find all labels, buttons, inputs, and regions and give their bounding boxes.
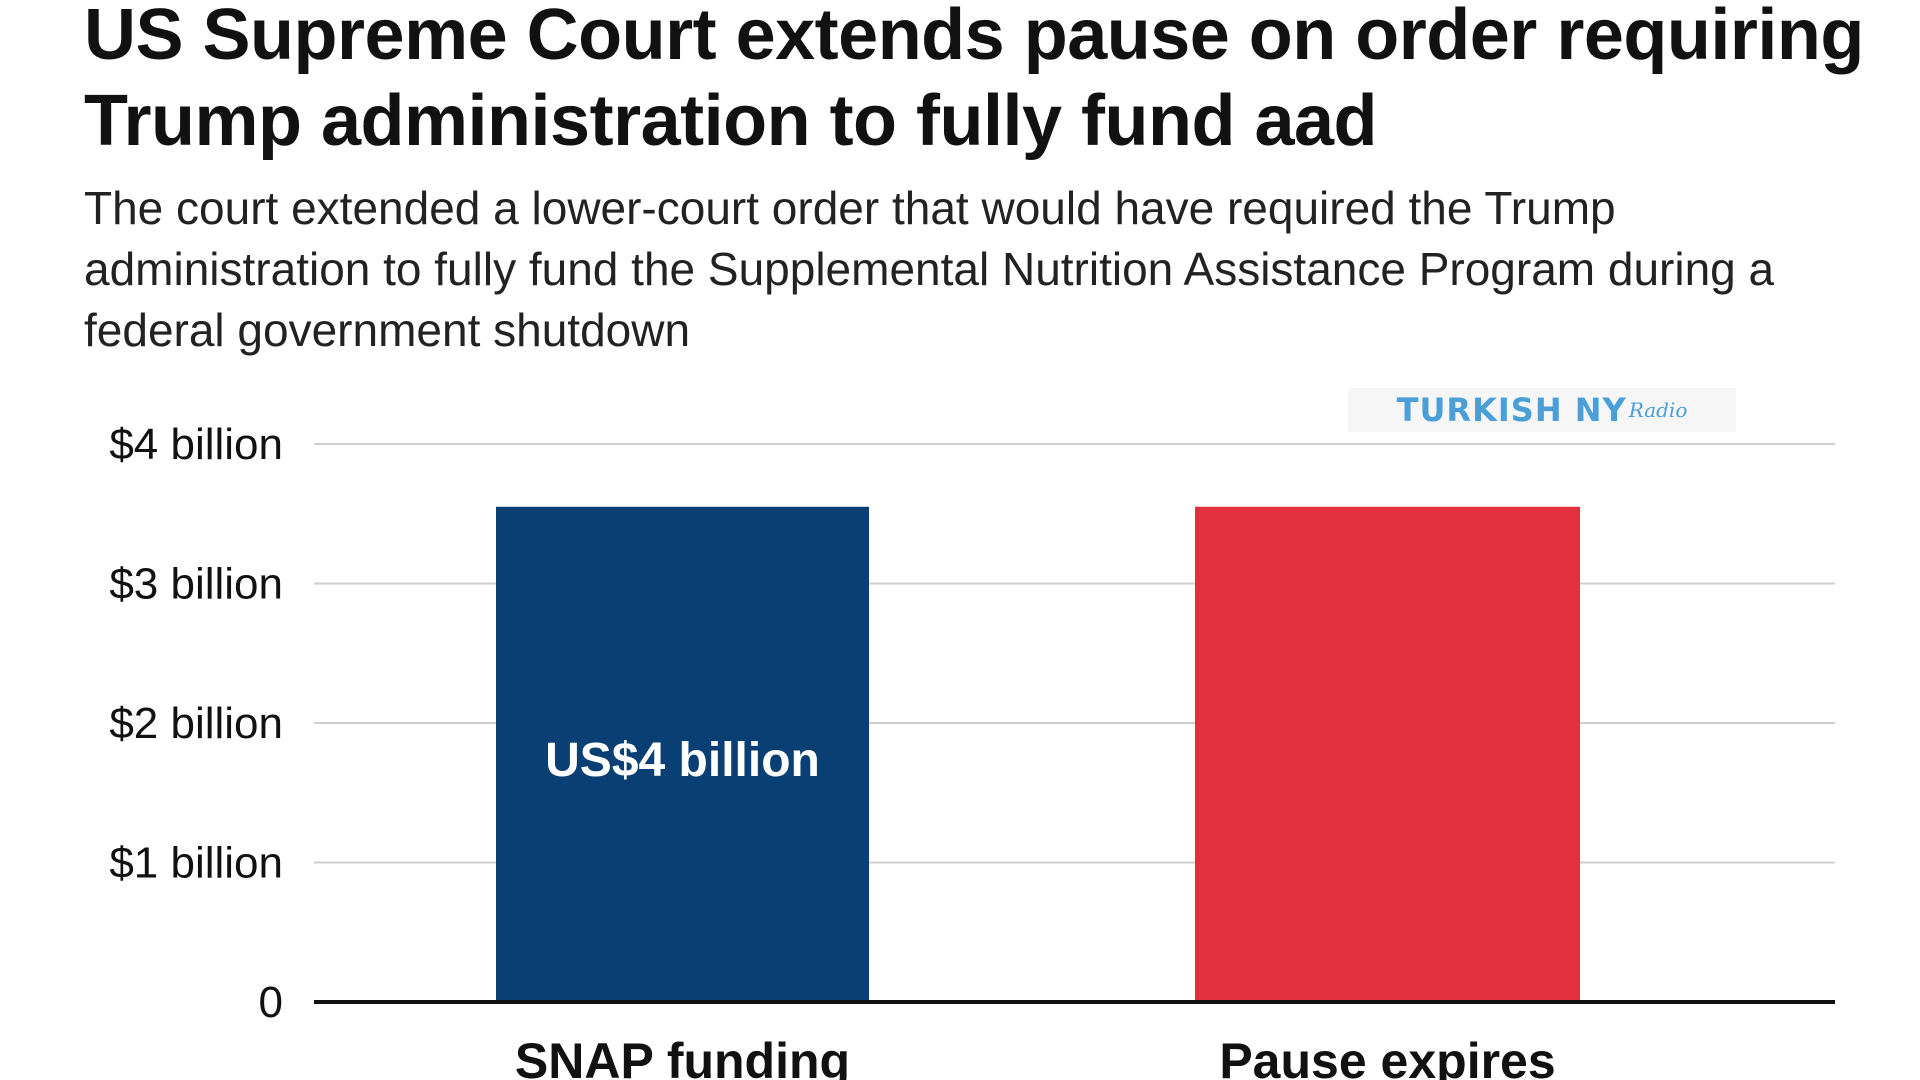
watermark-logo: TURKISH NY Radio <box>1348 388 1736 432</box>
bar <box>1195 506 1580 1002</box>
y-tick-label: $4 billion <box>109 420 283 469</box>
y-tick-label: 0 <box>259 978 283 1027</box>
bar <box>496 506 869 1002</box>
y-tick-label: $3 billion <box>109 560 283 609</box>
chart-title: US Supreme Court extends pause on order … <box>84 0 1864 161</box>
chart-subtitle: The court extended a lower-court order t… <box>84 182 1775 356</box>
x-category-label: Pause expires <box>1219 1033 1555 1080</box>
y-tick-label: $2 billion <box>109 699 283 748</box>
y-tick-label: $1 billion <box>109 839 283 888</box>
bar-data-label: US$4 billion <box>545 734 820 787</box>
watermark-main: TURKISH NY <box>1396 391 1627 429</box>
watermark-script: Radio <box>1628 398 1688 422</box>
x-category-label: SNAP funding <box>515 1033 850 1080</box>
